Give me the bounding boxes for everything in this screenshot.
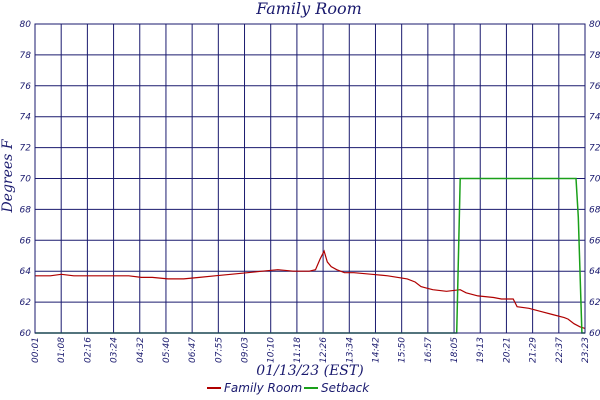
y-tick-label-right: 74: [589, 113, 600, 123]
x-tick-label: 01:08: [57, 337, 67, 363]
x-tick-label: 16:57: [424, 337, 434, 363]
x-tick-label: 14:42: [371, 337, 381, 363]
legend: Family Room Setback: [207, 381, 370, 395]
x-ticks: 00:01 01:08 02:16 03:24 04:32 05:40 06:47 07:55…: [31, 337, 591, 363]
x-tick-label: 21:29: [529, 337, 539, 363]
x-tick-label: 02:16: [83, 337, 93, 363]
y-tick-label-right: 78: [589, 51, 600, 61]
x-tick-label: 15:50: [398, 337, 408, 363]
y-tick-label-left: 60: [20, 329, 32, 339]
x-tick-label: 20:21: [502, 337, 512, 363]
y-tick-label-right: 72: [589, 144, 600, 154]
x-tick-label: 00:01: [31, 337, 41, 363]
chart-title: Family Room: [255, 0, 362, 18]
legend-label: Setback: [321, 381, 370, 395]
y-tick-label-left: 76: [20, 82, 32, 92]
x-tick-label: 06:47: [188, 337, 198, 363]
x-tick-label: 05:40: [162, 337, 172, 363]
x-tick-label: 23:23: [581, 337, 591, 363]
y-tick-label-right: 66: [589, 236, 600, 246]
y-tick-label-right: 70: [589, 175, 600, 185]
y-ticks-left: 60 62 64 66 68 70 72 74 76 78 80: [20, 20, 32, 339]
x-tick-label: 07:55: [214, 337, 224, 363]
y-tick-label-left: 78: [20, 51, 32, 61]
y-tick-label-right: 62: [589, 298, 600, 308]
y-tick-label-left: 64: [20, 267, 32, 277]
y-ticks-right: 60 62 64 66 68 70 72 74 76 78 80: [589, 20, 600, 339]
x-tick-label: 18:05: [450, 337, 460, 363]
y-tick-label-right: 60: [589, 329, 600, 339]
y-tick-label-left: 72: [20, 144, 32, 154]
y-tick-label-right: 76: [589, 82, 600, 92]
series: [35, 177, 586, 334]
y-tick-label-left: 68: [20, 205, 32, 215]
legend-label: Family Room: [224, 381, 302, 395]
y-tick-label-left: 70: [20, 175, 32, 185]
y-tick-label-right: 64: [589, 267, 600, 277]
y-tick-label-left: 74: [20, 113, 32, 123]
y-tick-label-left: 66: [20, 236, 32, 246]
x-tick-label: 13:34: [345, 337, 355, 363]
x-tick-label: 19:13: [476, 337, 486, 363]
x-tick-label: 12:26: [319, 337, 329, 363]
series-line-setback: [35, 177, 585, 334]
y-tick-label-left: 80: [20, 20, 32, 30]
x-tick-label: 03:24: [110, 337, 120, 363]
y-tick-label-right: 80: [589, 20, 600, 30]
x-axis-title: 01/13/23 (EST): [256, 363, 363, 379]
series-line-family-room: [35, 249, 586, 329]
x-tick-label: 22:37: [555, 337, 565, 363]
y-tick-label-left: 62: [20, 298, 32, 308]
plot-frame: [34, 23, 586, 334]
x-tick-label: 09:03: [241, 337, 251, 363]
x-tick-label: 10:10: [267, 337, 277, 363]
y-axis-title: Degrees F: [0, 138, 16, 213]
x-tick-label: 04:32: [136, 337, 146, 363]
x-tick-label: 11:18: [293, 337, 303, 363]
y-tick-label-right: 68: [589, 205, 600, 215]
